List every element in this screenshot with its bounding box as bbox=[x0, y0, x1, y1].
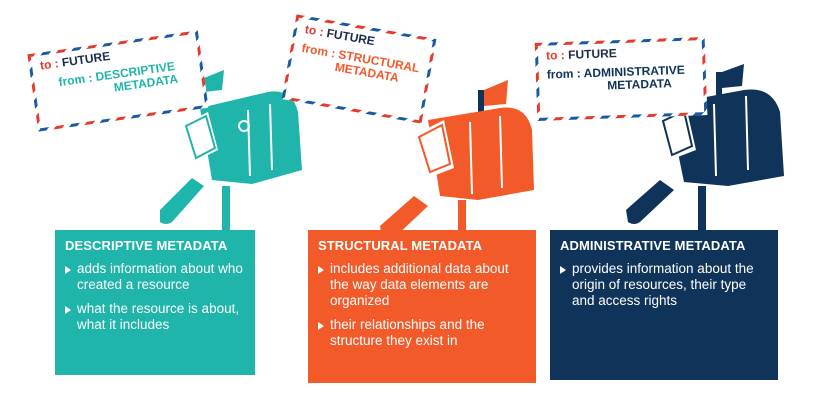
to-value: FUTURE bbox=[60, 48, 112, 70]
structural-metadata-panel: STRUCTURAL METADATA includes additional … bbox=[308, 230, 536, 383]
panel-title: ADMINISTRATIVE METADATA bbox=[560, 238, 746, 253]
bullet-item: what the resource is about, what it incl… bbox=[65, 301, 245, 333]
to-value: FUTURE bbox=[325, 25, 376, 49]
to-label: to : bbox=[303, 22, 325, 40]
to-label: to : bbox=[545, 47, 566, 63]
orange-mailbox-icon bbox=[380, 80, 534, 240]
bullet-item: provides information about the origin of… bbox=[560, 261, 768, 309]
stamp-administrative: to : FUTURE from : ADMINISTRATIVE METADA… bbox=[534, 37, 708, 121]
from-label: from : bbox=[546, 66, 582, 82]
to-label: to : bbox=[39, 56, 60, 73]
to-value: FUTURE bbox=[567, 46, 618, 62]
descriptive-metadata-panel: DESCRIPTIVE METADATA adds information ab… bbox=[55, 230, 255, 375]
bullet-item: includes additional data about the way d… bbox=[318, 261, 526, 309]
panel-title: DESCRIPTIVE METADATA bbox=[65, 238, 228, 253]
panel-title: STRUCTURAL METADATA bbox=[318, 238, 483, 253]
administrative-metadata-panel: ADMINISTRATIVE METADATA provides informa… bbox=[550, 230, 778, 380]
bullet-item: their relationships and the structure th… bbox=[318, 317, 526, 349]
teal-mailbox-icon bbox=[160, 70, 302, 232]
bullet-item: adds information about who created a res… bbox=[65, 261, 245, 293]
